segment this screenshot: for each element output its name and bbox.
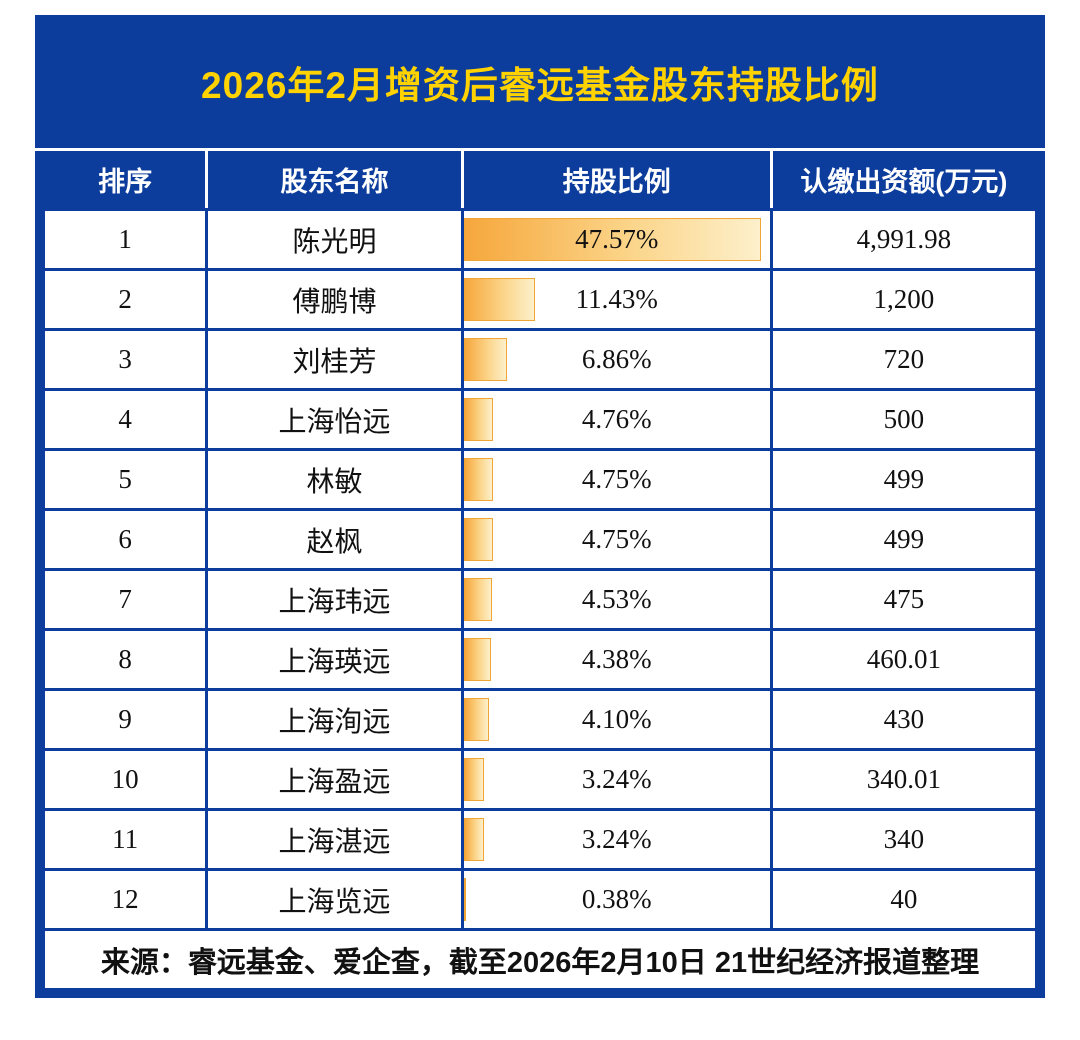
column-header-rank: 排序: [45, 151, 206, 208]
shareholder-name-cell: 上海怡远: [208, 391, 461, 448]
page-title: 2026年2月增资后睿远基金股东持股比例: [201, 64, 879, 106]
rank-cell: 12: [45, 871, 206, 928]
shareholder-name-cell: 上海览远: [208, 871, 461, 928]
holding-bar: [463, 338, 507, 381]
holding-bar: [463, 758, 484, 801]
amount-cell: 499: [772, 451, 1035, 508]
holding-cell: 0.38%: [463, 871, 770, 928]
amount-cell: 430: [772, 691, 1035, 748]
rank-cell: 1: [45, 211, 206, 268]
amount-cell: 4,991.98: [772, 211, 1035, 268]
rank-cell: 9: [45, 691, 206, 748]
rank-cell: 10: [45, 751, 206, 808]
holding-bar: [463, 818, 484, 861]
shareholder-name-cell: 傅鹏博: [208, 271, 461, 328]
holding-percent: 4.38%: [581, 644, 652, 674]
shareholder-name-cell: 陈光明: [208, 211, 461, 268]
table-frame: 2026年2月增资后睿远基金股东持股比例 排序 股东名称 持股比例 认缴出资额(…: [35, 15, 1045, 998]
holding-percent: 4.75%: [581, 524, 652, 554]
holding-percent: 4.53%: [581, 584, 652, 614]
column-header-holding: 持股比例: [463, 151, 770, 208]
amount-cell: 1,200: [772, 271, 1035, 328]
rank-cell: 5: [45, 451, 206, 508]
amount-cell: 40: [772, 871, 1035, 928]
holding-percent: 47.57%: [575, 224, 659, 254]
rank-cell: 11: [45, 811, 206, 868]
holding-bar: [463, 278, 536, 321]
holding-bar: [463, 878, 467, 921]
shareholders-table: 排序 股东名称 持股比例 认缴出资额(万元) 1 陈光明 47.57% 4,99…: [45, 151, 1035, 988]
holding-cell: 3.24%: [463, 811, 770, 868]
holding-percent: 4.75%: [581, 464, 652, 494]
holding-percent: 0.38%: [581, 884, 652, 914]
holding-cell: 6.86%: [463, 331, 770, 388]
title-banner: 2026年2月增资后睿远基金股东持股比例: [35, 15, 1045, 151]
holding-cell: 4.10%: [463, 691, 770, 748]
amount-cell: 340.01: [772, 751, 1035, 808]
amount-cell: 499: [772, 511, 1035, 568]
holding-bar: [463, 578, 493, 621]
shareholder-name-cell: 刘桂芳: [208, 331, 461, 388]
holding-percent: 3.24%: [581, 824, 652, 854]
holding-bar: [463, 638, 492, 681]
amount-cell: 460.01: [772, 631, 1035, 688]
rank-cell: 8: [45, 631, 206, 688]
rank-cell: 2: [45, 271, 206, 328]
column-header-name: 股东名称: [208, 151, 461, 208]
holding-cell: 4.38%: [463, 631, 770, 688]
rank-cell: 4: [45, 391, 206, 448]
holding-cell: 47.57%: [463, 211, 770, 268]
holding-bar: [463, 698, 490, 741]
holding-cell: 4.75%: [463, 511, 770, 568]
shareholder-name-cell: 林敏: [208, 451, 461, 508]
rank-cell: 6: [45, 511, 206, 568]
shareholder-name-cell: 上海湛远: [208, 811, 461, 868]
rank-cell: 7: [45, 571, 206, 628]
holding-cell: 4.75%: [463, 451, 770, 508]
holding-percent: 3.24%: [581, 764, 652, 794]
holding-percent: 6.86%: [581, 344, 652, 374]
holding-cell: 4.76%: [463, 391, 770, 448]
holding-bar: [463, 458, 494, 501]
shareholder-name-cell: 上海盈远: [208, 751, 461, 808]
shareholder-name-cell: 上海瑛远: [208, 631, 461, 688]
amount-cell: 475: [772, 571, 1035, 628]
shareholder-name-cell: 上海玮远: [208, 571, 461, 628]
source-note: 来源：睿远基金、爱企查，截至2026年2月10日 21世纪经济报道整理: [45, 931, 1035, 988]
column-header-amount: 认缴出资额(万元): [772, 151, 1035, 208]
amount-cell: 500: [772, 391, 1035, 448]
table-body-wrap: 排序 股东名称 持股比例 认缴出资额(万元) 1 陈光明 47.57% 4,99…: [35, 151, 1045, 998]
holding-bar: [463, 398, 494, 441]
rank-cell: 3: [45, 331, 206, 388]
holding-percent: 4.10%: [581, 704, 652, 734]
holding-percent: 11.43%: [575, 284, 658, 314]
amount-cell: 340: [772, 811, 1035, 868]
holding-percent: 4.76%: [581, 404, 652, 434]
holding-bar: [463, 218, 761, 261]
holding-cell: 3.24%: [463, 751, 770, 808]
amount-cell: 720: [772, 331, 1035, 388]
holding-bar: [463, 518, 494, 561]
holding-cell: 11.43%: [463, 271, 770, 328]
shareholder-name-cell: 赵枫: [208, 511, 461, 568]
shareholder-name-cell: 上海洵远: [208, 691, 461, 748]
holding-cell: 4.53%: [463, 571, 770, 628]
